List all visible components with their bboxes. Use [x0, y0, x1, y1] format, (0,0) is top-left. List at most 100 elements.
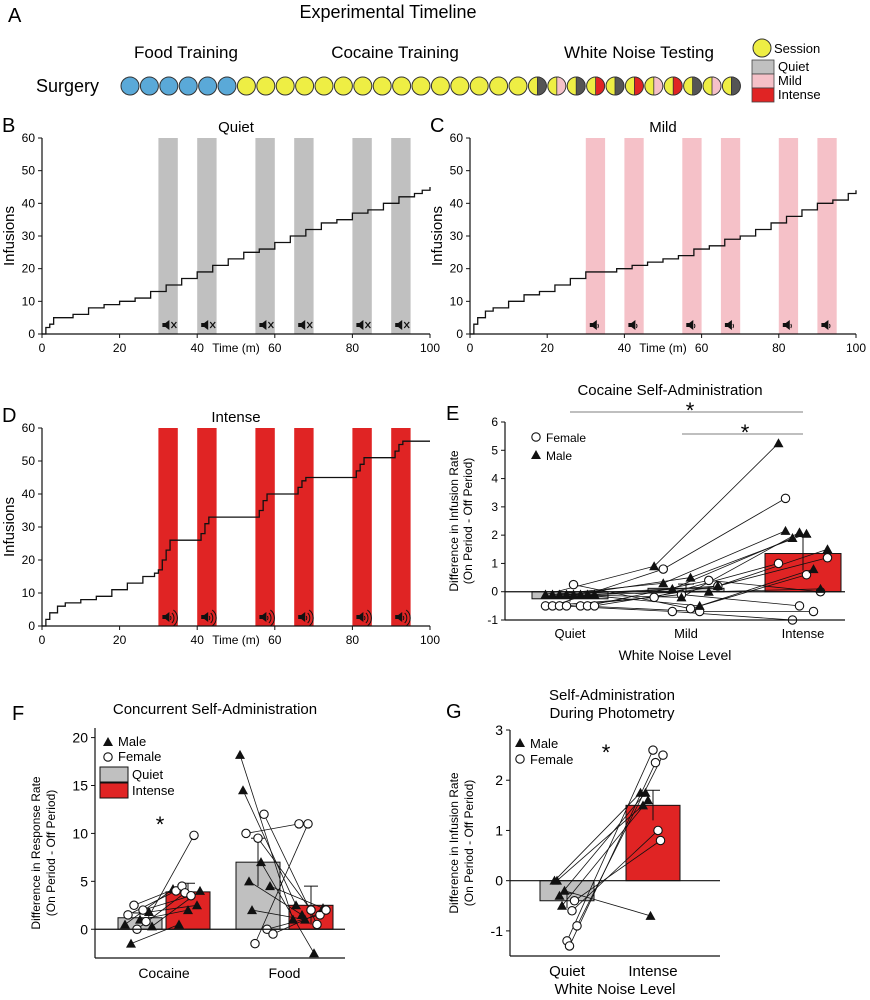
x-tick-label-40: 40	[191, 633, 205, 647]
sound-wave-icon-4-2	[307, 612, 311, 624]
sound-wave-icon-5-1	[790, 323, 792, 329]
speaker-icon-3	[259, 612, 267, 622]
session-27-noise-half	[634, 76, 644, 96]
panel-letter: B	[2, 115, 15, 137]
session-5	[198, 76, 218, 96]
session-24-noise-half	[575, 76, 586, 96]
speaker-icon-1	[162, 612, 170, 622]
x-axis-label: Time (m)	[212, 341, 260, 355]
legend-quiet-label: Quiet	[778, 59, 809, 74]
chart-title: Mild	[649, 119, 677, 136]
x-category-label-cocaine: Cocaine	[138, 965, 190, 981]
intense-point-8	[653, 825, 663, 836]
y-tick-label-3: 3	[495, 722, 503, 738]
cocaine-intense-point-8	[189, 830, 199, 841]
sound-wave-icon-1-2	[171, 612, 175, 624]
sound-wave-icon-3-2	[268, 612, 272, 624]
y-tick-label-60: 60	[22, 421, 36, 435]
quiet-point-10	[572, 921, 582, 931]
chart-title: Cocaine Self-Administration	[577, 382, 762, 399]
sound-wave-icon-1-1	[169, 615, 172, 621]
intense-point-7	[650, 757, 661, 768]
female-point-5-3	[801, 569, 812, 580]
y-tick-label-60: 60	[22, 131, 36, 145]
food-subject-line-3	[245, 823, 300, 834]
y-tick-label-6: 6	[491, 415, 498, 429]
sound-wave-icon-5-2	[365, 612, 369, 624]
y-tick-label-3: 3	[491, 500, 498, 514]
legend-mild-label: Mild	[778, 73, 802, 88]
male-point-8-3	[822, 544, 833, 554]
y-tick-label--1: -1	[491, 923, 504, 939]
session-32-noise-half	[731, 76, 741, 96]
cocaine-intense-point-10	[195, 885, 205, 895]
x-tick-label-20: 20	[541, 341, 555, 355]
cocaine-quiet-point-7	[138, 905, 148, 915]
food-subject-line-11	[269, 885, 324, 909]
speaker-icon-2	[201, 612, 209, 622]
mute-icon-2	[209, 321, 216, 329]
quiet-point-9	[569, 896, 580, 906]
quiet-point-8	[567, 906, 577, 916]
food-quiet-point-2	[238, 785, 248, 795]
mute-icon-1	[170, 321, 177, 329]
on-period-1	[585, 138, 606, 334]
male-point-2-3	[780, 525, 791, 535]
food-subject-line-6	[254, 823, 309, 944]
session-28-noise-half	[653, 76, 664, 96]
on-period-6	[817, 138, 837, 334]
cocaine-intense-point-9	[192, 900, 202, 910]
session-7	[236, 76, 256, 96]
legend-mild-swatch	[751, 73, 775, 89]
phase-white-noise-testing: White Noise Testing	[564, 43, 714, 62]
y-tick-label-20: 20	[72, 730, 88, 746]
cocaine-quiet-point-4	[129, 900, 139, 911]
panel-letter: F	[12, 703, 24, 725]
y-axis-label: Difference in Infusion Rate	[447, 450, 461, 592]
y-tick-label-10: 10	[450, 294, 464, 308]
on-period-5	[778, 138, 799, 334]
speaker-icon-4	[724, 320, 732, 330]
food-intense-point-3	[294, 819, 304, 829]
on-period-6	[391, 428, 411, 626]
male-point-4-3	[794, 527, 805, 537]
sound-wave-icon-6-1	[828, 323, 831, 329]
speaker-icon-2	[201, 320, 209, 330]
sound-wave-icon-5-1	[363, 615, 366, 621]
session-12	[333, 76, 353, 96]
sound-wave-icon-4-3	[308, 609, 314, 627]
male-point-6-3	[808, 564, 819, 574]
cocaine-subject-line-8	[145, 835, 195, 922]
session-21	[508, 76, 528, 96]
y-axis-label-sub: (On Period - Off Period)	[462, 780, 476, 907]
legend-session-label: Session	[774, 41, 820, 56]
male-point-5-1	[568, 589, 579, 599]
food-intense-point-7	[306, 905, 316, 915]
sound-wave-icon-6-3	[405, 609, 411, 627]
mute-icon-4	[306, 321, 313, 329]
phase-cocaine-training: Cocaine Training	[331, 43, 459, 62]
food-intense-point-12	[321, 905, 331, 915]
x-tick-label-20: 20	[113, 633, 127, 647]
female-point-4-1	[561, 601, 572, 611]
food-quiet-point-12	[268, 929, 278, 939]
session-1	[120, 76, 140, 96]
subject-line-3	[559, 792, 646, 896]
on-period-4	[294, 428, 314, 626]
x-tick-label-40: 40	[191, 341, 205, 355]
x-tick-label-60: 60	[268, 341, 282, 355]
male-point-4-1	[561, 589, 572, 599]
food-quiet-point-9	[259, 809, 269, 819]
session-17	[430, 76, 450, 96]
timeline-legend: Session Quiet Mild Intense	[751, 38, 821, 103]
legend-female-label: Female	[546, 431, 586, 445]
cocaine-quiet-point-9	[144, 907, 154, 916]
y-tick-label-2: 2	[495, 772, 503, 788]
male-point-4-2	[676, 592, 687, 602]
panel-letter: G	[446, 701, 462, 723]
legend-intense-label: Intense	[778, 87, 821, 102]
x-category-label-quiet: Quiet	[554, 626, 585, 641]
legend-male-label: Male	[530, 736, 558, 751]
y-tick-label-0: 0	[491, 585, 498, 599]
y-tick-label-20: 20	[22, 262, 36, 276]
